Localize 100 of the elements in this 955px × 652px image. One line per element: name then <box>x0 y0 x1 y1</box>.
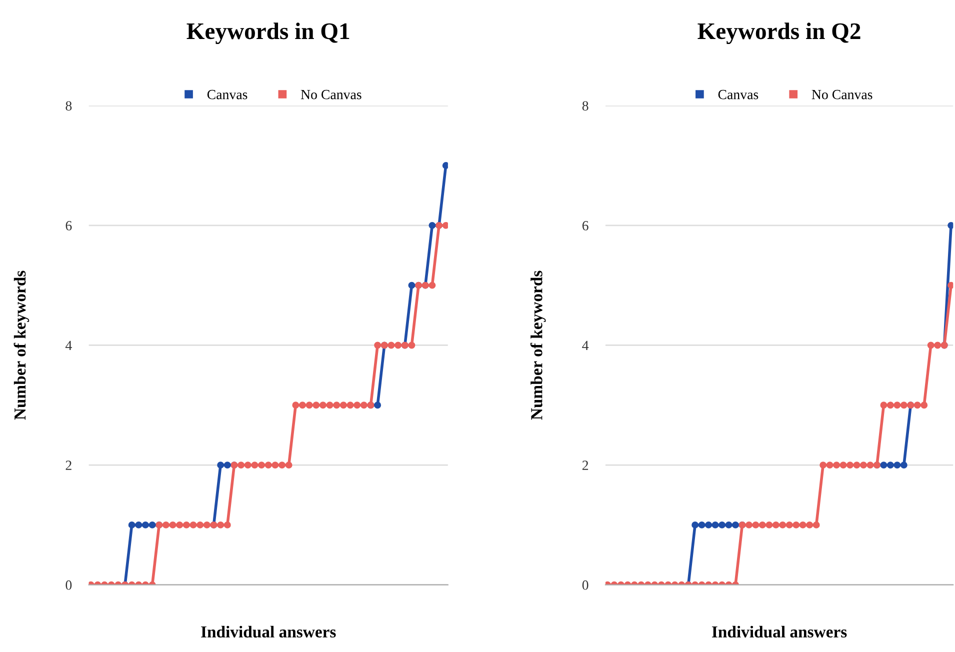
point <box>285 462 292 469</box>
point <box>766 521 773 528</box>
point <box>346 402 354 409</box>
point <box>853 462 860 469</box>
point <box>326 402 334 409</box>
point <box>799 521 806 528</box>
point <box>428 222 436 229</box>
point <box>319 402 326 409</box>
point <box>264 462 272 469</box>
legend-label: Canvas <box>207 90 248 100</box>
point <box>779 521 786 528</box>
point <box>886 402 894 409</box>
point <box>162 521 170 528</box>
point <box>860 462 867 469</box>
point <box>251 462 258 469</box>
y-tick-label: 8 <box>582 101 588 111</box>
point <box>354 402 361 409</box>
point <box>752 521 760 528</box>
point <box>927 342 934 349</box>
point <box>408 282 416 289</box>
point <box>846 462 854 469</box>
legend-label: No Canvas <box>300 90 362 100</box>
point <box>745 521 752 528</box>
point <box>826 462 834 469</box>
point <box>920 402 928 409</box>
point <box>203 521 210 528</box>
point <box>333 402 340 409</box>
y-tick-label: 0 <box>582 580 588 590</box>
point <box>374 402 382 409</box>
point <box>886 462 894 469</box>
point <box>224 462 231 469</box>
point <box>340 402 347 409</box>
point <box>148 521 156 528</box>
point <box>442 222 448 229</box>
point <box>705 521 712 528</box>
y-tick-label: 2 <box>66 460 72 470</box>
point <box>182 521 190 528</box>
point <box>900 462 908 469</box>
point <box>900 402 908 409</box>
legend-label: No Canvas <box>812 90 872 100</box>
point <box>217 462 224 469</box>
point <box>732 521 739 528</box>
point <box>894 462 901 469</box>
point <box>725 521 732 528</box>
point <box>388 342 395 349</box>
point <box>128 521 136 528</box>
y-tick-label: 6 <box>66 221 72 230</box>
point <box>758 521 766 528</box>
point <box>408 342 416 349</box>
point <box>258 462 265 469</box>
point <box>169 521 176 528</box>
y-axis-title: Number of keywords <box>14 270 30 420</box>
point <box>792 521 800 528</box>
y-tick-label: 8 <box>66 101 72 111</box>
point <box>934 342 942 349</box>
point <box>428 282 436 289</box>
point <box>914 402 921 409</box>
y-tick-label: 6 <box>582 221 588 230</box>
point <box>880 402 888 409</box>
point <box>692 521 699 528</box>
point <box>698 521 706 528</box>
point <box>442 162 448 169</box>
point <box>866 462 874 469</box>
y-tick-label: 2 <box>582 460 588 470</box>
point <box>894 402 901 409</box>
point <box>272 462 279 469</box>
point <box>312 402 320 409</box>
point <box>196 521 204 528</box>
point <box>292 402 300 409</box>
point <box>833 462 840 469</box>
point <box>806 521 814 528</box>
chart-title: Keywords in Q2 <box>698 22 860 44</box>
point <box>880 462 888 469</box>
point <box>360 402 368 409</box>
point <box>224 521 231 528</box>
point <box>840 462 847 469</box>
x-axis-title: Individual answers <box>201 626 336 638</box>
point <box>772 521 780 528</box>
point <box>238 462 245 469</box>
y-tick-label: 0 <box>66 580 72 590</box>
point <box>176 521 184 528</box>
y-tick-label: 4 <box>582 340 589 350</box>
point <box>306 402 313 409</box>
point <box>712 521 719 528</box>
y-tick-label: 4 <box>65 340 72 350</box>
point <box>278 462 286 469</box>
point <box>190 521 197 528</box>
point <box>244 462 252 469</box>
point <box>299 402 306 409</box>
point <box>394 342 402 349</box>
point <box>786 521 793 528</box>
point <box>718 521 726 528</box>
point <box>812 521 820 528</box>
point <box>820 462 827 469</box>
point <box>374 342 382 349</box>
x-axis-title: Individual answers <box>712 626 847 638</box>
point <box>135 521 142 528</box>
point <box>142 521 149 528</box>
y-axis-title: Number of keywords <box>530 270 546 420</box>
legend-label: Canvas <box>718 90 758 100</box>
